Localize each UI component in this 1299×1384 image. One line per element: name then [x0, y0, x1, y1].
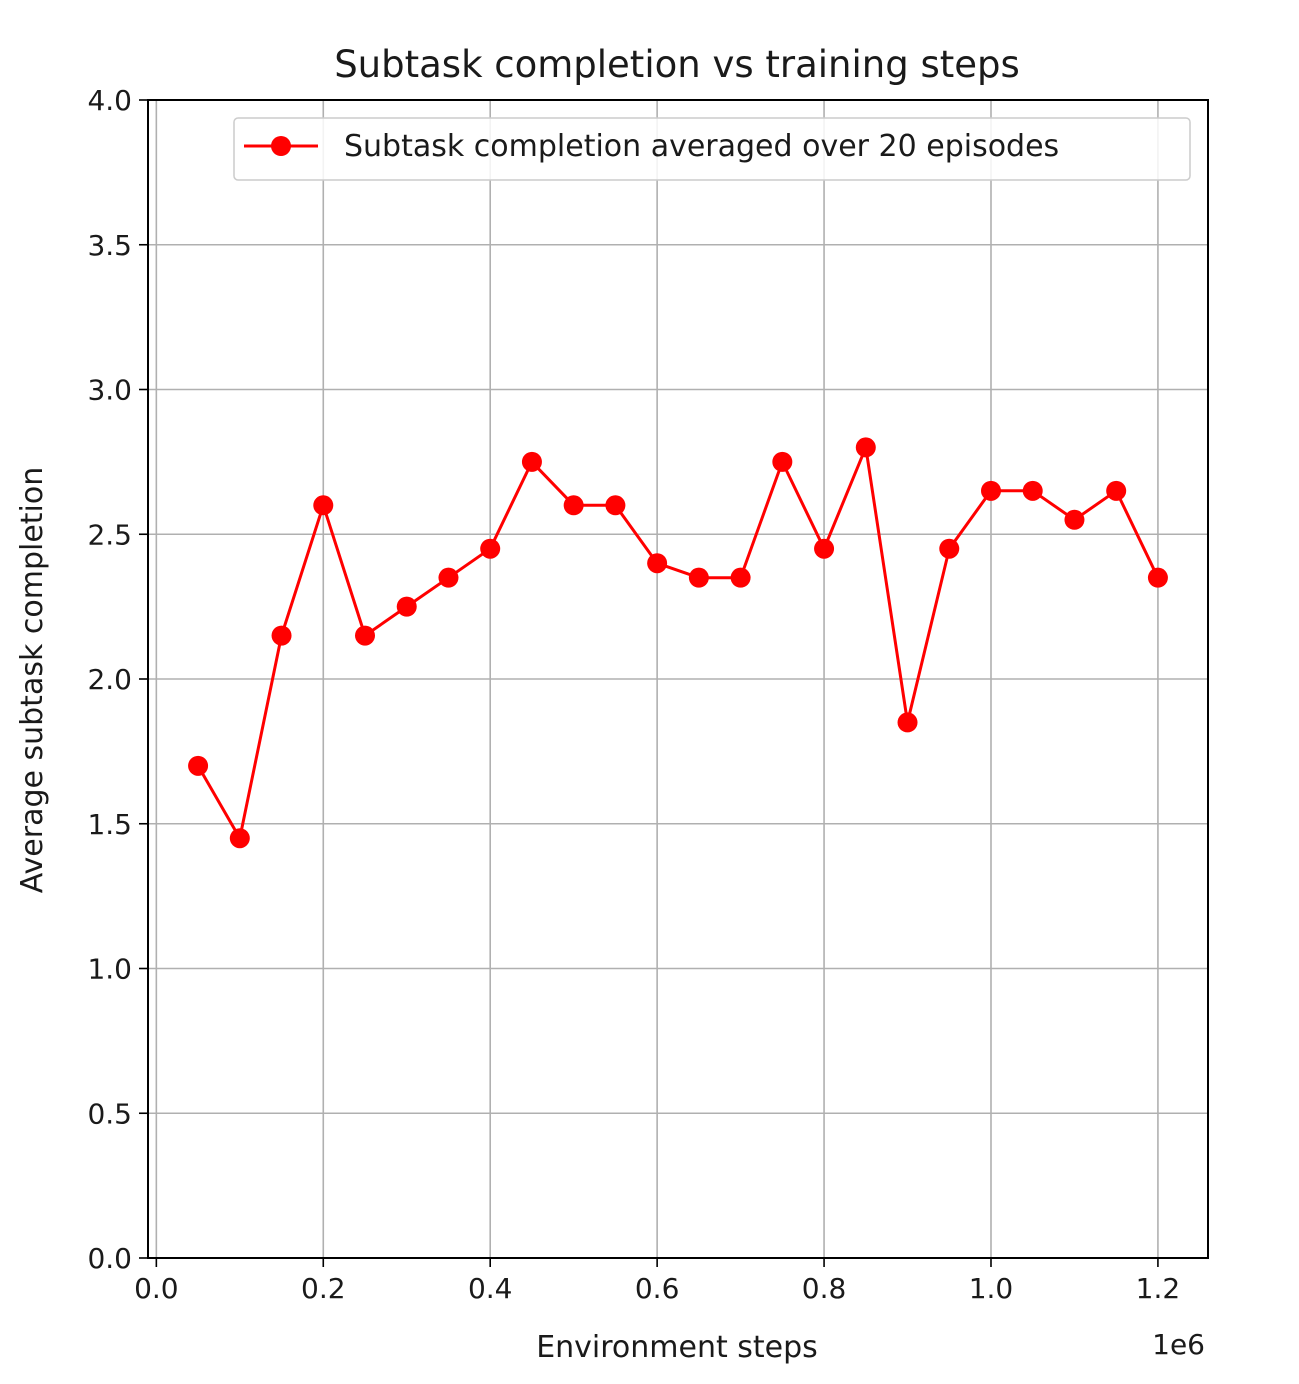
- data-point: [772, 451, 793, 472]
- data-point: [563, 495, 584, 516]
- y-tick-label: 0.0: [87, 1242, 132, 1275]
- x-tick-label: 0.0: [134, 1272, 179, 1305]
- data-point: [688, 567, 709, 588]
- series-layer: [188, 437, 1168, 849]
- data-point: [188, 755, 209, 776]
- legend-marker-swatch: [271, 136, 291, 156]
- data-point: [1022, 480, 1043, 501]
- y-tick-label: 1.0: [87, 953, 132, 986]
- data-point: [814, 538, 835, 559]
- data-point: [313, 495, 334, 516]
- y-tick-label: 3.0: [87, 374, 132, 407]
- data-point: [605, 495, 626, 516]
- data-point: [271, 625, 292, 646]
- data-point: [229, 828, 250, 849]
- x-tick-label: 0.4: [468, 1272, 513, 1305]
- x-tick-label: 1.2: [1136, 1272, 1181, 1305]
- y-tick-label: 2.0: [87, 663, 132, 696]
- x-tick-label: 0.8: [802, 1272, 847, 1305]
- y-tick-label: 0.5: [87, 1097, 132, 1130]
- data-point: [1147, 567, 1168, 588]
- data-point: [1106, 480, 1127, 501]
- data-point: [521, 451, 542, 472]
- data-point: [730, 567, 751, 588]
- data-point: [647, 553, 668, 574]
- grid: [148, 99, 1208, 1259]
- x-tick-label: 1.0: [969, 1272, 1014, 1305]
- legend-box: [233, 117, 1191, 181]
- data-point: [855, 437, 876, 458]
- y-tick-label: 3.5: [87, 229, 132, 262]
- data-point: [939, 538, 960, 559]
- x-axis-offset-label: 1e6: [1152, 1328, 1205, 1361]
- ticks: 0.0 0.2 0.4 0.6 0.8 1.0 1.2 0.0 0.5 1.0 1.5 2.0 2.5 3…: [87, 84, 1180, 1305]
- legend: Subtask completion averaged over 20 epis…: [233, 117, 1191, 181]
- chart-title: Subtask completion vs training steps: [334, 43, 1020, 86]
- x-axis-label: Environment steps: [536, 1330, 818, 1365]
- data-point: [438, 567, 459, 588]
- data-point: [897, 712, 918, 733]
- data-point: [396, 596, 417, 617]
- y-axis-label: Average subtask completion: [15, 467, 50, 893]
- data-point: [480, 538, 501, 559]
- data-point: [980, 480, 1001, 501]
- legend-entry-label: Subtask completion averaged over 20 epis…: [344, 129, 1059, 164]
- y-tick-label: 1.5: [87, 808, 132, 841]
- y-tick-label: 2.5: [87, 518, 132, 551]
- data-point: [1064, 509, 1085, 530]
- x-tick-label: 0.6: [635, 1272, 680, 1305]
- y-tick-label: 4.0: [87, 84, 132, 117]
- data-point: [355, 625, 376, 646]
- x-tick-label: 0.2: [301, 1272, 346, 1305]
